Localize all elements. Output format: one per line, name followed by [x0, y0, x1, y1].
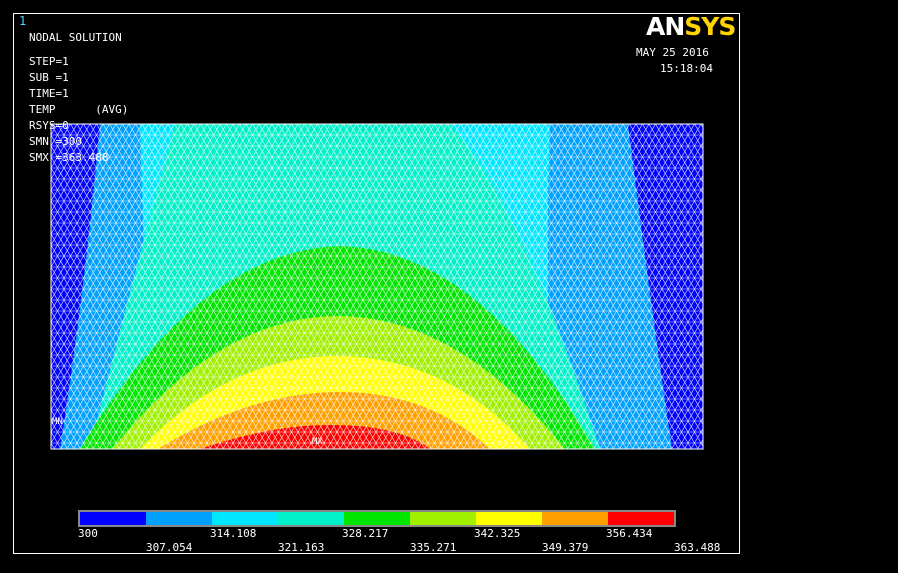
legend-swatch-5 — [410, 512, 476, 525]
sub-label: SUB =1 — [29, 71, 69, 84]
legend-label-top-4: 356.434 — [606, 527, 653, 540]
legend-color-bar — [78, 510, 676, 527]
legend-swatch-4 — [344, 512, 410, 525]
legend-label-bottom-0: 307.054 — [146, 541, 193, 554]
legend-swatch-2 — [212, 512, 278, 525]
contour-bands — [51, 124, 703, 449]
legend-swatch-1 — [146, 512, 212, 525]
legend-swatch-8 — [608, 512, 674, 525]
time-label: TIME=1 — [29, 87, 69, 100]
smn-label: SMN =300 — [29, 135, 82, 148]
date-label: MAY 25 2016 — [636, 46, 709, 59]
step-label: STEP=1 — [29, 55, 69, 68]
legend-label-bottom-2: 335.271 — [410, 541, 457, 554]
plot-border — [50, 123, 704, 450]
legend-label-top-1: 314.108 — [210, 527, 257, 540]
legend-label-top-0: 300 — [78, 527, 98, 540]
smx-label: SMX =363.488 — [29, 151, 109, 164]
logo-an: AN — [646, 12, 685, 41]
max-marker: MX — [312, 437, 323, 447]
plot-frame — [13, 13, 740, 554]
legend-swatch-7 — [542, 512, 608, 525]
legend-swatch-0 — [80, 512, 146, 525]
solution-title: NODAL SOLUTION — [29, 31, 122, 44]
min-marker: MN — [52, 417, 63, 427]
legend-label-top-3: 342.325 — [474, 527, 521, 540]
logo-sys: SYS — [684, 12, 736, 41]
legend-label-bottom-3: 349.379 — [542, 541, 589, 554]
legend-label-bottom-1: 321.163 — [278, 541, 325, 554]
time-of-day-label: 15:18:04 — [660, 62, 713, 75]
temp-label: TEMP (AVG) — [29, 103, 129, 116]
legend-swatch-3 — [278, 512, 344, 525]
rsys-label: RSYS=0 — [29, 119, 69, 132]
mesh-overlay — [51, 124, 703, 449]
window-number: 1 — [19, 14, 27, 28]
legend-label-top-2: 328.217 — [342, 527, 389, 540]
legend-label-bottom-4: 363.488 — [674, 541, 721, 554]
legend-swatch-6 — [476, 512, 542, 525]
ansys-logo: ANSYS — [646, 12, 736, 41]
